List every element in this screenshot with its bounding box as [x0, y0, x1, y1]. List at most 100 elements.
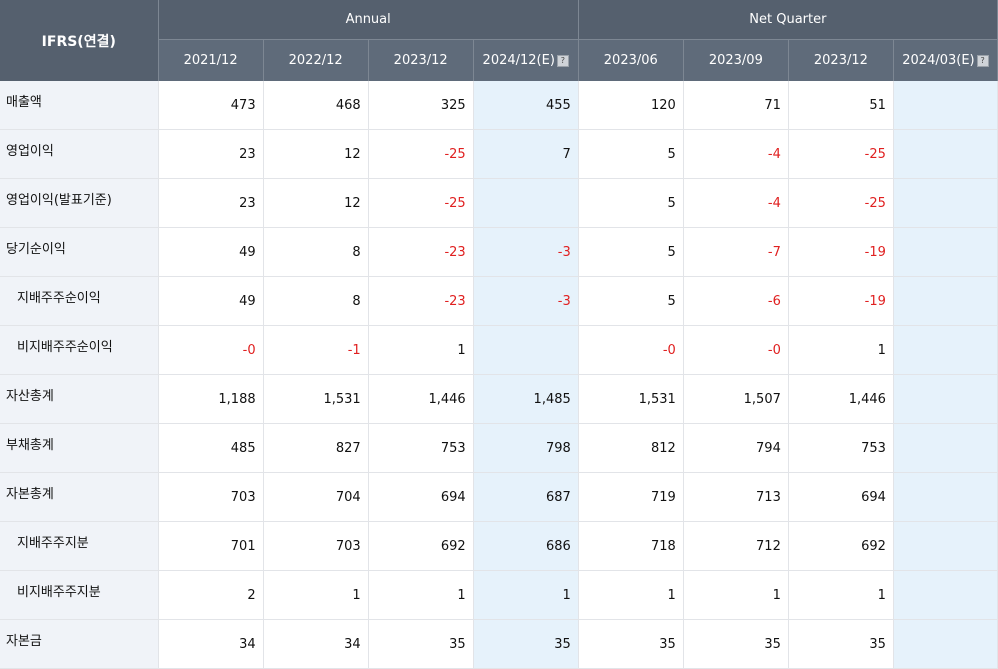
table-cell: 51	[788, 81, 894, 130]
table-cell: 692	[368, 521, 474, 571]
column-header-label: 2023/09	[708, 53, 763, 68]
table-cell: 1	[473, 570, 579, 620]
table-cell: -23	[368, 276, 474, 326]
table-cell: 1,446	[788, 374, 894, 424]
column-header-label: 2023/12	[813, 53, 868, 68]
table-cell: 7	[473, 129, 579, 179]
table-cell: 1	[788, 325, 894, 375]
table-cell: -25	[788, 178, 894, 228]
table-cell: 1	[368, 570, 474, 620]
table-cell: 2	[158, 570, 264, 620]
table-cell: 718	[578, 521, 684, 571]
column-header-annual: 2021/12	[158, 39, 264, 81]
table-cell: 1	[683, 570, 789, 620]
table-cell	[893, 129, 998, 179]
table-cell: 468	[263, 81, 369, 130]
table-cell: 35	[683, 619, 789, 669]
question-box-icon[interactable]: ?	[556, 54, 569, 67]
table-cell: 1,446	[368, 374, 474, 424]
table-cell	[893, 81, 998, 130]
row-label: 자본총계	[0, 472, 159, 522]
table-cell: -25	[368, 129, 474, 179]
table-cell	[893, 276, 998, 326]
table-row: 부채총계 485 827 753 798 812 794 753	[0, 423, 998, 473]
table-cell: -3	[473, 276, 579, 326]
table-row: 지배주주순이익 49 8 -23 -3 5 -6 -19	[0, 276, 998, 326]
table-cell: 1	[788, 570, 894, 620]
table-cell: 325	[368, 81, 474, 130]
table-cell: 1,188	[158, 374, 264, 424]
column-header-label: 2024/03(E)	[902, 53, 975, 68]
row-label: 매출액	[0, 81, 159, 130]
table-cell: -7	[683, 227, 789, 277]
table-body: 매출액 473 468 325 455 120 71 51 영업이익 23 12 -25 7 5 -4 -25…	[0, 81, 998, 669]
table-row: 비지배주주지분 2 1 1 1 1 1 1	[0, 570, 998, 620]
column-header-quarter: 2023/09	[683, 39, 789, 81]
table-cell: 753	[788, 423, 894, 473]
table-cell: 23	[158, 178, 264, 228]
row-label: 자본금	[0, 619, 159, 669]
table-cell: 35	[788, 619, 894, 669]
column-header-label: 2024/12(E)	[482, 53, 555, 68]
table-cell: 719	[578, 472, 684, 522]
table-cell: 35	[368, 619, 474, 669]
table-cell	[893, 570, 998, 620]
table-cell: 701	[158, 521, 264, 571]
table-cell: 1	[263, 570, 369, 620]
table-cell	[893, 521, 998, 571]
table-cell: -4	[683, 129, 789, 179]
question-box-icon[interactable]: ?	[976, 54, 989, 67]
column-header-quarter: 2023/06	[578, 39, 684, 81]
table-cell: 703	[158, 472, 264, 522]
table-cell: 1,507	[683, 374, 789, 424]
column-header-quarter: 2024/03(E)?	[893, 39, 998, 81]
row-label: 당기순이익	[0, 227, 159, 277]
table-cell: 686	[473, 521, 579, 571]
table-cell: 827	[263, 423, 369, 473]
table-cell: 12	[263, 129, 369, 179]
table-cell: 694	[368, 472, 474, 522]
table-cell: 753	[368, 423, 474, 473]
table-cell: 1	[578, 570, 684, 620]
row-label: 자산총계	[0, 374, 159, 424]
table-cell: 812	[578, 423, 684, 473]
table-row: 자본금 34 34 35 35 35 35 35	[0, 619, 998, 669]
table-cell: 1	[368, 325, 474, 375]
table-cell: 5	[578, 129, 684, 179]
row-label: 비지배주주순이익	[0, 325, 159, 375]
table-cell: 5	[578, 227, 684, 277]
table-row: 영업이익 23 12 -25 7 5 -4 -25	[0, 129, 998, 179]
table-cell: -0	[158, 325, 264, 375]
column-header-annual: 2022/12	[263, 39, 369, 81]
column-header-label: 2023/12	[393, 53, 448, 68]
table-cell: 687	[473, 472, 579, 522]
column-header-annual: 2024/12(E)?	[473, 39, 579, 81]
column-header-label: 2021/12	[183, 53, 238, 68]
table-cell: 1,531	[578, 374, 684, 424]
table-cell: -23	[368, 227, 474, 277]
table-cell: 794	[683, 423, 789, 473]
table-cell: 34	[263, 619, 369, 669]
row-label: 부채총계	[0, 423, 159, 473]
table-cell: -0	[578, 325, 684, 375]
table-cell	[893, 423, 998, 473]
row-label: 영업이익(발표기준)	[0, 178, 159, 228]
table-cell: -0	[683, 325, 789, 375]
table-cell: -19	[788, 227, 894, 277]
table-row: 매출액 473 468 325 455 120 71 51	[0, 81, 998, 130]
row-label: 지배주주순이익	[0, 276, 159, 326]
table-cell: -19	[788, 276, 894, 326]
table-cell: 8	[263, 227, 369, 277]
table-cell: 49	[158, 227, 264, 277]
row-label: 영업이익	[0, 129, 159, 179]
table-cell: 23	[158, 129, 264, 179]
table-row: 비지배주주순이익 -0 -1 1 -0 -0 1	[0, 325, 998, 375]
table-cell: -3	[473, 227, 579, 277]
table-cell	[893, 325, 998, 375]
row-label: 지배주주지분	[0, 521, 159, 571]
table-cell: 5	[578, 178, 684, 228]
table-cell: 1,531	[263, 374, 369, 424]
table-cell: 120	[578, 81, 684, 130]
column-header-label: 2023/06	[603, 53, 658, 68]
quarter-group-header: Net Quarter	[578, 0, 998, 40]
